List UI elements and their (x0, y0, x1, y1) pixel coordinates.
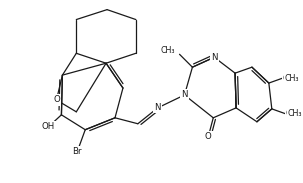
Text: CH₃: CH₃ (285, 74, 299, 83)
Text: Br: Br (72, 147, 82, 156)
Text: OH: OH (42, 122, 55, 131)
Text: N: N (211, 53, 218, 62)
Text: O: O (286, 109, 292, 118)
Text: CH₃: CH₃ (288, 109, 302, 118)
Text: O: O (205, 132, 212, 141)
Text: N: N (181, 90, 188, 100)
Text: O: O (53, 96, 60, 104)
Text: CH₃: CH₃ (160, 46, 175, 55)
Text: O: O (283, 74, 289, 83)
Text: N: N (155, 103, 161, 112)
